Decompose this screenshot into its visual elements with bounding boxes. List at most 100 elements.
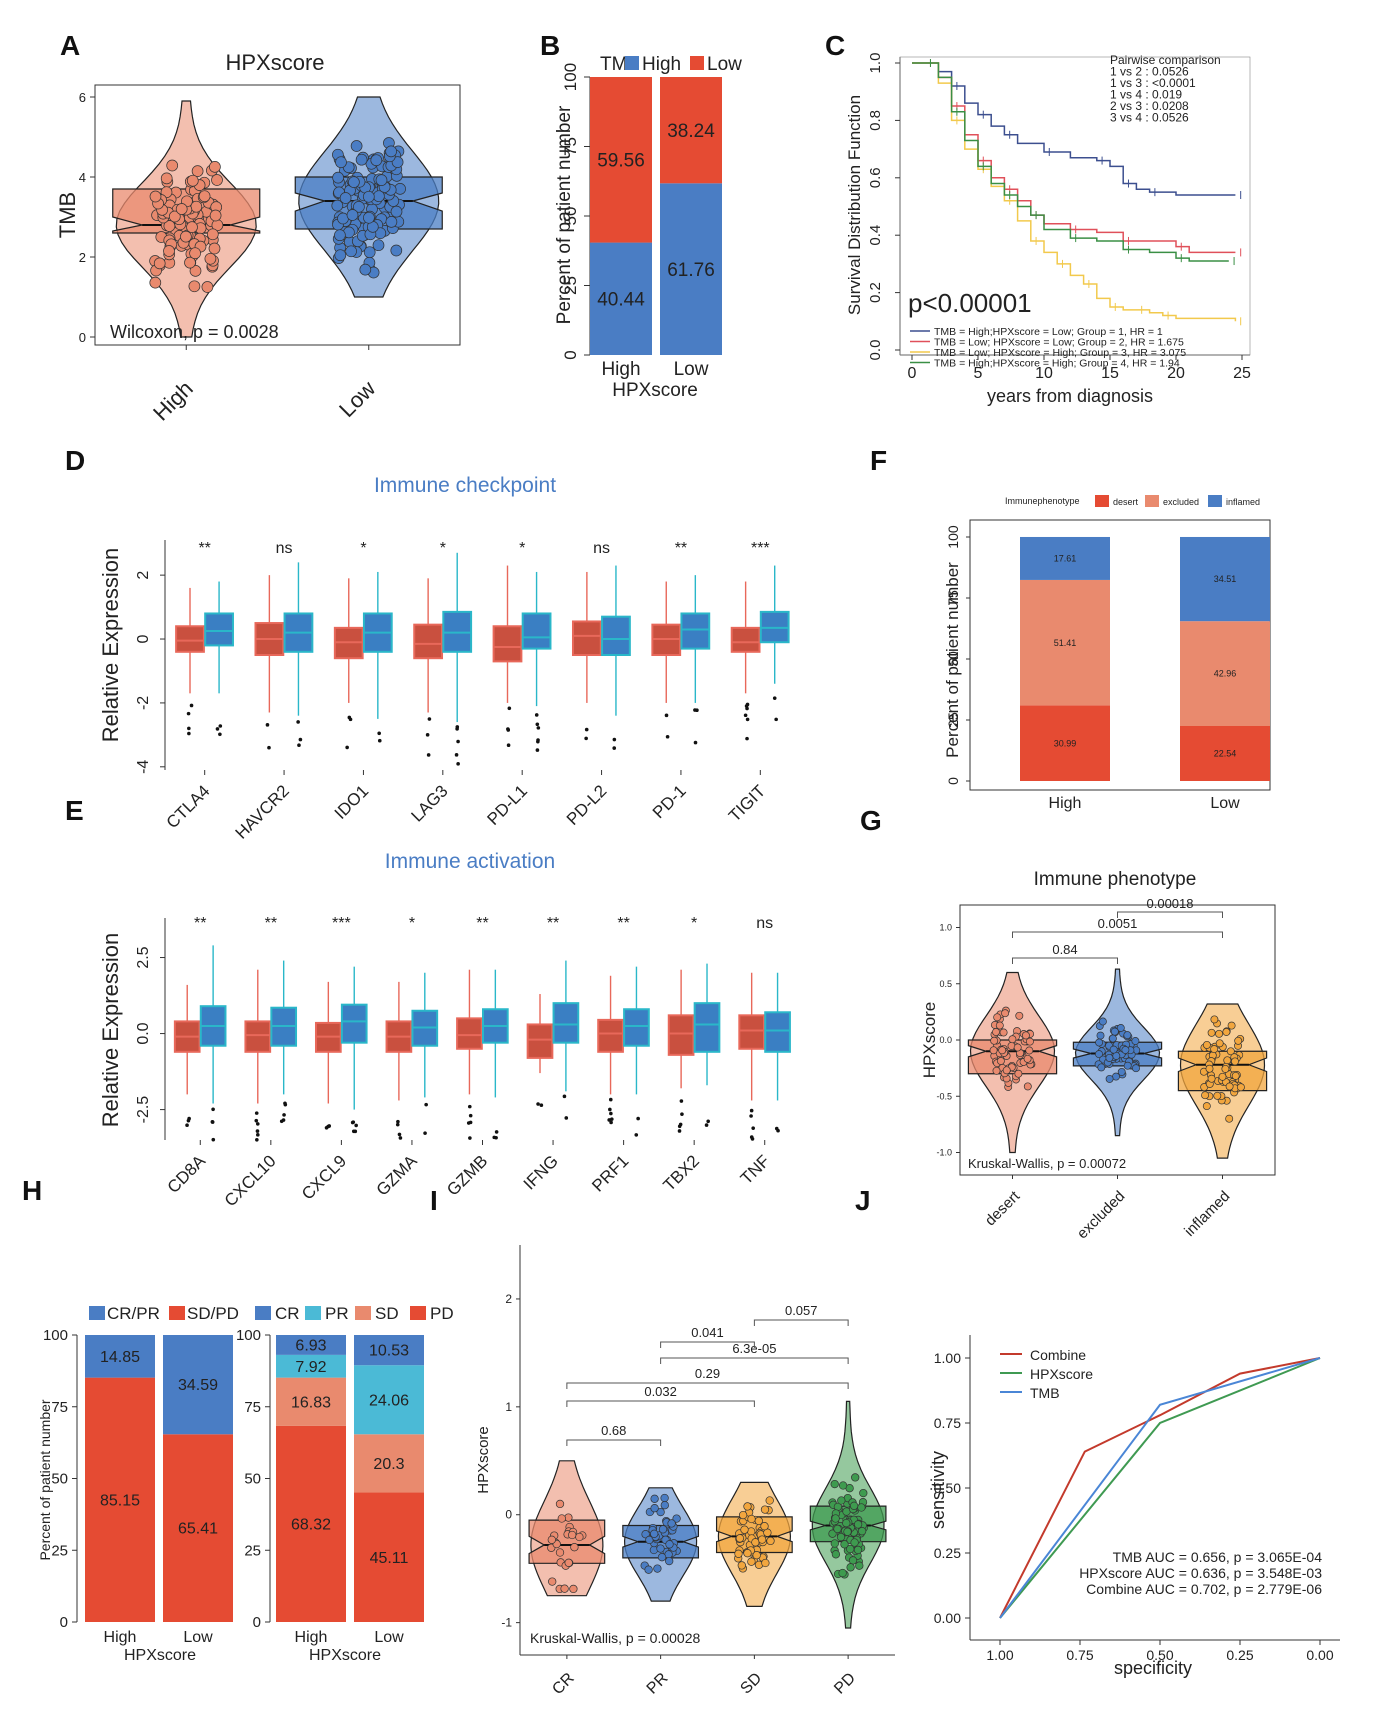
x-tick-label: 5 <box>974 365 983 382</box>
x-tick-label: TBX2 <box>659 1151 703 1195</box>
outlier <box>665 734 670 739</box>
outlier <box>536 738 540 742</box>
significance-label: ns <box>593 540 610 557</box>
x-tick-label: High <box>148 376 198 426</box>
box-High-TNF <box>738 1014 766 1050</box>
data-point <box>350 140 363 152</box>
y-tick-label: 0.8 <box>867 110 884 131</box>
outlier <box>218 732 222 737</box>
data-point <box>1001 1009 1010 1018</box>
outlier <box>564 1116 569 1120</box>
data-point <box>658 1525 668 1534</box>
data-point <box>995 1021 1004 1030</box>
box-Low-PD-L2 <box>601 615 631 657</box>
outlier <box>297 743 301 748</box>
y-axis-label: Percent of patient number <box>554 105 575 324</box>
x-tick-label: CR <box>549 1670 577 1698</box>
data-point <box>761 1558 770 1568</box>
y-tick-label: 0 <box>79 330 86 345</box>
bar-PD-Low <box>354 1492 424 1622</box>
data-point <box>191 165 204 177</box>
panel-label-D: D <box>65 445 85 476</box>
data-point <box>859 1488 868 1498</box>
chart-title: Immune phenotype <box>1034 869 1197 890</box>
x-tick-label: High <box>1049 795 1082 812</box>
legend-label: TMB = High;HPXscore = Low; Group = 1, HR… <box>934 326 1163 338</box>
auc-label: Combine AUC = 0.702, p = 2.779E-06 <box>1086 1581 1322 1597</box>
data-point <box>857 1503 866 1512</box>
data-point <box>737 1561 746 1570</box>
data-point <box>838 1481 848 1490</box>
outlier <box>636 1116 640 1121</box>
outlier <box>584 727 589 732</box>
box-Low-PD-L1 <box>521 612 552 650</box>
x-axis-label: specificity <box>1114 1658 1192 1678</box>
legend-swatch-excluded <box>1145 495 1159 507</box>
y-axis-label: sensitivity <box>928 1451 948 1529</box>
box-Low-CTLA4 <box>204 612 234 647</box>
outlier <box>397 1132 402 1137</box>
outlier <box>612 737 617 742</box>
outlier <box>267 745 271 750</box>
panel-j: 1.00 0.75 0.50 0.25 0.00 0.00 0.25 0.50 0.75 1.00… <box>928 1335 1340 1678</box>
box-Low-PD-1 <box>680 612 711 650</box>
data-point <box>201 281 214 293</box>
data-point <box>180 230 192 243</box>
legend-label-HPXscore: HPXscore <box>1030 1366 1093 1382</box>
outlier <box>254 1118 259 1123</box>
comparison-bracket <box>1117 911 1223 918</box>
chart-title: Immune activation <box>385 850 555 873</box>
outlier <box>494 1130 499 1134</box>
box-High-CXCL10 <box>244 1020 272 1053</box>
data-point <box>547 1535 556 1544</box>
outlier <box>211 1137 216 1142</box>
box-High-PRF1 <box>597 1018 624 1053</box>
significance-label: ** <box>547 915 559 932</box>
x-tick-label: excluded <box>1074 1188 1128 1242</box>
data-point <box>1110 1027 1119 1036</box>
comparison-label: 0.68 <box>601 1423 626 1438</box>
data-point <box>1213 1091 1222 1100</box>
outlier <box>187 726 191 731</box>
outlier <box>535 748 540 752</box>
data-point <box>1121 1046 1130 1054</box>
legend-swatch-CR <box>255 1306 271 1320</box>
y-tick-label: 75 <box>945 590 961 606</box>
data-point <box>548 1577 557 1586</box>
outlier <box>745 736 749 741</box>
data-point <box>989 1046 998 1055</box>
data-point <box>853 1545 863 1555</box>
panel-label-H: H <box>22 1175 42 1206</box>
bar-SD/PD-Low <box>163 1434 233 1622</box>
data-point <box>992 1028 1000 1036</box>
data-point <box>390 205 403 218</box>
panel-h: CR/PR SD/PD 0 25 50 75 100 Percent of patient n… <box>37 1304 454 1664</box>
y-tick-label: 0.5 <box>939 979 952 989</box>
panel-label-F: F <box>870 445 887 476</box>
outlier <box>664 713 669 718</box>
data-point <box>766 1536 775 1546</box>
data-point <box>1205 1064 1214 1073</box>
legend-swatch-PD <box>410 1306 426 1320</box>
pairwise-line: 2 vs 3 : 0.0208 <box>1110 99 1189 113</box>
y-tick-label: 100 <box>43 1327 68 1344</box>
data-point <box>355 153 368 166</box>
y-axis-label: HPXscore <box>475 1426 492 1494</box>
x-tick-label: Low <box>374 1629 404 1646</box>
outlier <box>704 1123 709 1127</box>
bar-value-label: 42.96 <box>1214 669 1237 679</box>
pairwise-line: 1 vs 4 : 0.019 <box>1110 88 1182 102</box>
x-axis-label: HPXscore <box>612 380 698 401</box>
legend-label-excluded: excluded <box>1163 497 1199 507</box>
data-point <box>1015 1011 1024 1020</box>
data-point <box>1096 1031 1105 1040</box>
data-point <box>747 1514 756 1524</box>
x-tick-label: IFNG <box>520 1151 562 1193</box>
legend-label-SD: SD <box>375 1304 399 1323</box>
bar-value-label: 61.76 <box>667 260 715 281</box>
bar-value-label: 38.24 <box>667 121 715 142</box>
bar-inflamed-High <box>1020 536 1110 580</box>
outlier <box>468 1136 472 1140</box>
y-tick-label: 0.0 <box>135 1022 152 1044</box>
